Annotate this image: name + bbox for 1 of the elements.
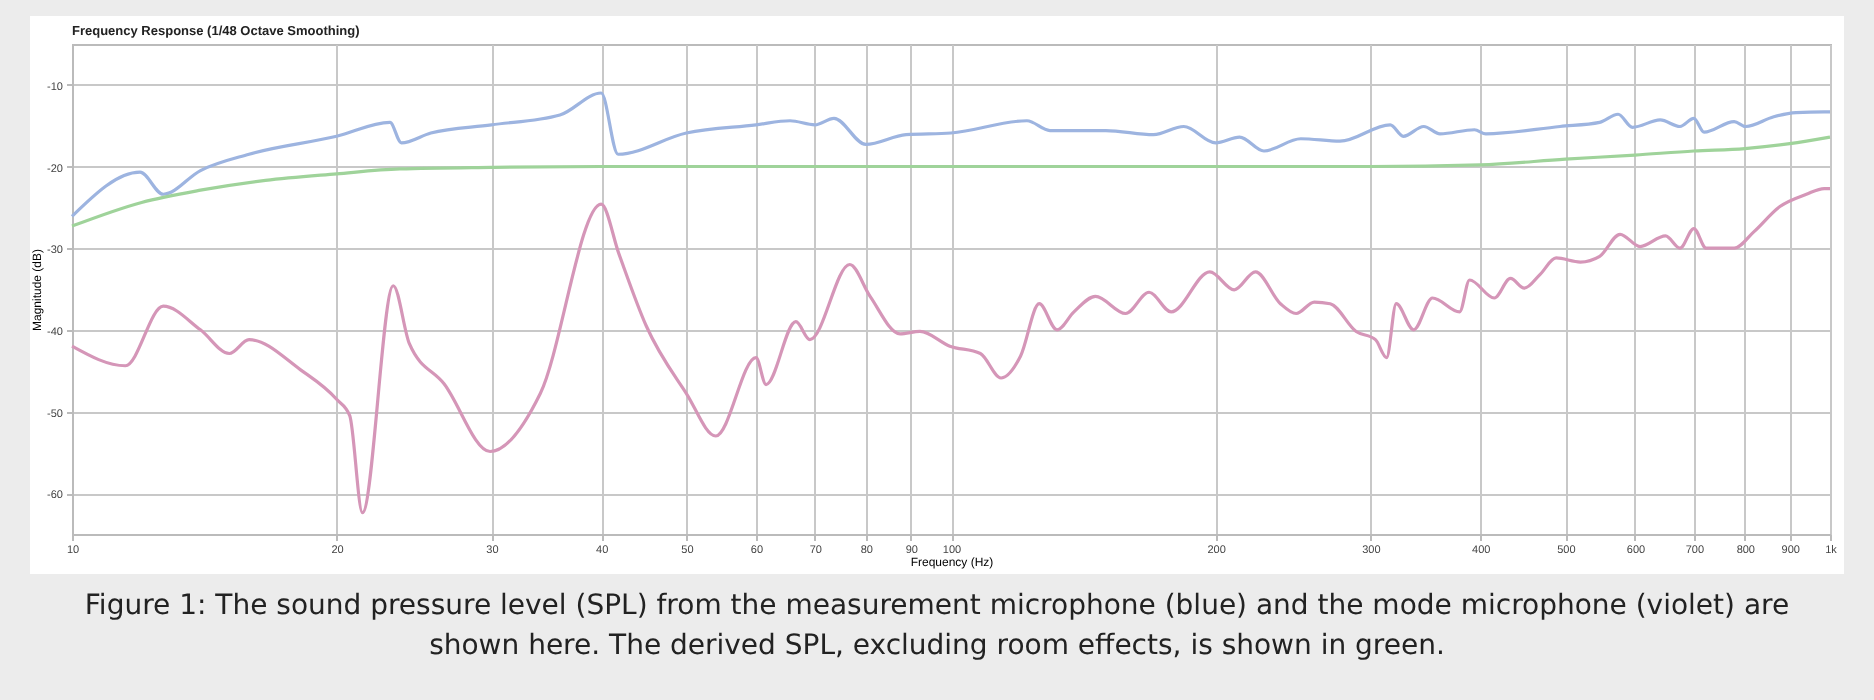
caption: Figure 1: The sound pressure level (SPL) from the measurement microphone (blue) and the mode microphone (violet) are shown here. The derived SPL, excluding room effects, is shown in green. [82, 588, 1792, 666]
